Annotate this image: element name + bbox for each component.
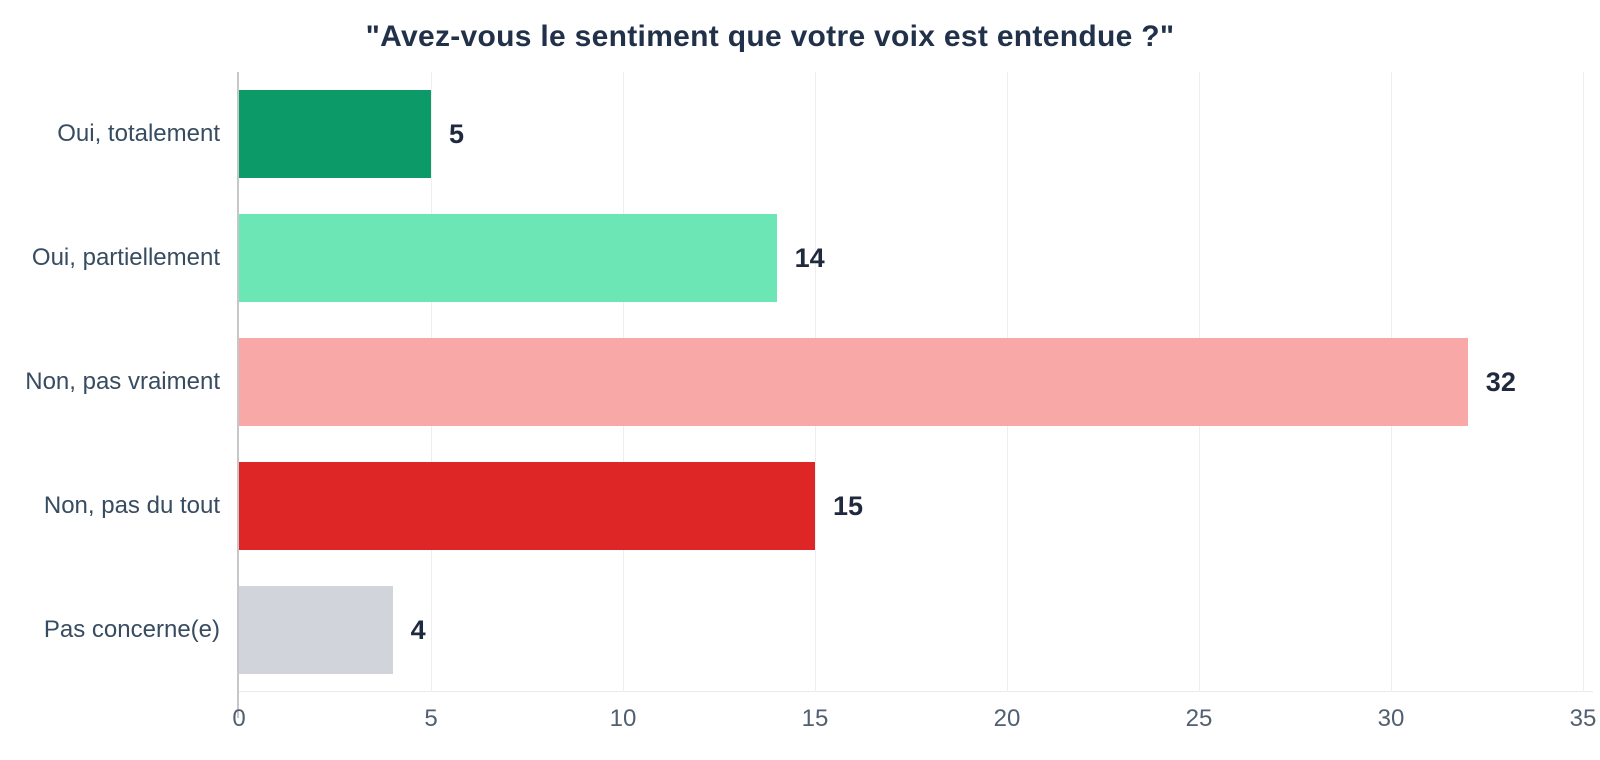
category-label: Oui, partiellement [31, 244, 220, 271]
bar-2 [239, 338, 1468, 426]
bar-row: Oui, partiellement 14 [32, 196, 1583, 320]
bar-0 [239, 90, 431, 178]
chart-title: "Avez-vous le sentiment que votre voix e… [365, 20, 1175, 53]
category-label: Pas concerne(e) [43, 616, 220, 643]
x-tick-label: 30 [1377, 705, 1405, 732]
y-axis-line [237, 72, 239, 718]
x-tick-label: 35 [1569, 705, 1597, 732]
value-label: 32 [1485, 366, 1516, 397]
bar-row: Pas concerne(e) 4 [44, 568, 1583, 692]
x-tick-label: 5 [424, 705, 438, 732]
value-label: 15 [833, 490, 864, 521]
value-label: 5 [449, 118, 465, 149]
bar-3 [239, 462, 815, 550]
x-axis-baseline [239, 691, 1593, 692]
x-tick-label: 20 [993, 705, 1021, 732]
value-label: 14 [794, 242, 825, 273]
value-label: 4 [410, 614, 426, 645]
category-label: Oui, totalement [57, 120, 220, 147]
bar-1 [239, 214, 777, 302]
x-tick-label: 15 [801, 705, 829, 732]
x-tick-label: 25 [1185, 705, 1213, 732]
bar-4 [239, 586, 393, 674]
bar-row: Non, pas vraiment 32 [25, 320, 1583, 444]
plot-area: 0 5 10 15 20 25 30 35 Oui, totalement 5 Oui, parti… [25, 72, 1596, 732]
gridline-x-35 [1583, 72, 1584, 692]
x-tick-label: 10 [609, 705, 637, 732]
x-tick-label: 0 [232, 705, 246, 732]
bar-row: Oui, totalement 5 [57, 72, 1583, 196]
bar-row: Non, pas du tout 15 [44, 444, 1583, 568]
category-label: Non, pas vraiment [25, 368, 220, 395]
category-label: Non, pas du tout [43, 492, 220, 519]
